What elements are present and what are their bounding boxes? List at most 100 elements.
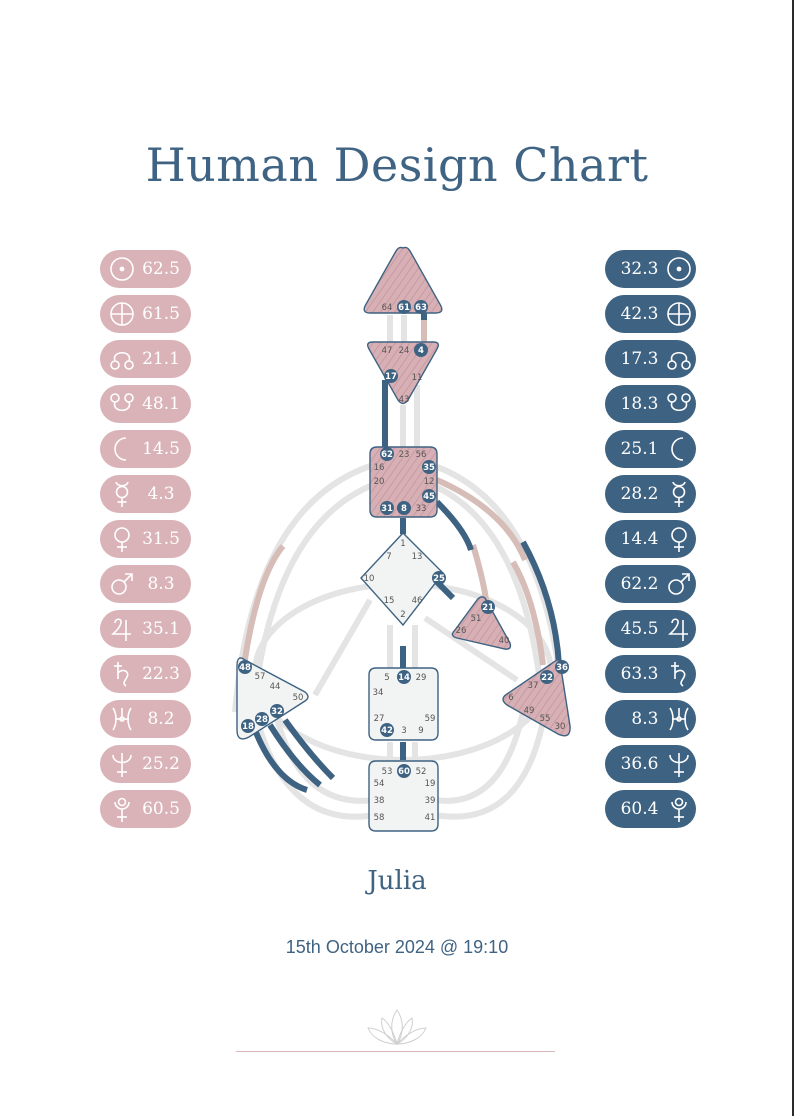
- design-planet-north-node: 21.1: [100, 340, 191, 378]
- center-head: 64 61 63: [363, 246, 443, 314]
- center-shape: [236, 657, 309, 740]
- gate-number: 39: [425, 796, 436, 806]
- gate-number: 33: [416, 504, 427, 514]
- gate-number: 4: [418, 346, 424, 356]
- gate-number: 20: [374, 477, 385, 487]
- south-node-icon: [105, 387, 139, 421]
- gate-badge: [414, 343, 428, 357]
- gate-number: 55: [540, 714, 551, 724]
- earth-icon: [662, 297, 696, 331]
- channel-design-right-1: [435, 477, 528, 562]
- gate-number: 48: [239, 663, 251, 673]
- gate-number: 13: [412, 552, 423, 562]
- gate-number: 60: [398, 767, 410, 777]
- center-shape: [368, 667, 439, 741]
- uranus-icon: [662, 702, 696, 736]
- planet-gate-value: 61.5: [142, 304, 180, 324]
- gate-number: 17: [385, 372, 397, 382]
- gate-number: 16: [374, 463, 385, 473]
- planet-gate-value: 48.1: [142, 394, 180, 414]
- planet-gate-value: 36.6: [620, 754, 659, 774]
- gate-number: 50: [293, 693, 304, 703]
- footer-rule: [236, 1051, 555, 1052]
- gate-badge: [555, 660, 569, 674]
- gate-badge: [380, 447, 394, 461]
- gate-number: 3: [401, 726, 406, 736]
- planet-gate-value: 31.5: [142, 529, 180, 549]
- center-shape: [369, 446, 438, 518]
- design-planet-sun: 62.5: [100, 250, 191, 288]
- planet-gate-value: 42.3: [620, 304, 659, 324]
- channel-pers-throat-ego: [434, 499, 474, 551]
- gate-number: 62: [381, 450, 393, 460]
- gate-number: 26: [456, 626, 467, 636]
- saturn-icon: [662, 657, 696, 691]
- center-shape: [366, 341, 440, 405]
- gate-number: 59: [425, 714, 436, 724]
- moon-icon: [662, 432, 696, 466]
- gate-badge: [238, 660, 252, 674]
- gate-number: 27: [374, 714, 385, 724]
- gate-number: 25: [433, 574, 445, 584]
- gate-badge: [397, 300, 411, 314]
- planet-gate-value: 62.5: [142, 259, 180, 279]
- planet-gate-value: 8.2: [147, 709, 175, 729]
- channel-arc-lower-right-1: [434, 709, 548, 820]
- page-title: Human Design Chart: [145, 138, 649, 192]
- design-planet-saturn: 22.3: [100, 655, 191, 693]
- personality-planet-neptune: 36.6: [605, 745, 696, 783]
- south-node-icon: [662, 387, 696, 421]
- gate-number: 34: [373, 688, 384, 698]
- design-channels: [239, 318, 546, 681]
- channel-g-sp: [423, 615, 519, 683]
- planet-gate-value: 35.1: [142, 619, 180, 639]
- gate-number: 36: [556, 663, 568, 673]
- gate-number: 31: [381, 504, 393, 514]
- gate-badge: [380, 501, 394, 515]
- gate-number: 53: [382, 767, 393, 777]
- gate-number: 32: [271, 707, 283, 717]
- gate-badge: [540, 670, 554, 684]
- gate-number: 58: [374, 813, 385, 823]
- gate-number: 28: [256, 715, 268, 725]
- planet-gate-value: 60.5: [142, 799, 180, 819]
- gate-number: 42: [381, 726, 393, 736]
- gate-badge: [397, 764, 411, 778]
- sun-icon: [662, 252, 696, 286]
- gate-number: 43: [399, 395, 410, 405]
- gate-number: 37: [528, 681, 539, 691]
- personality-planet-mars: 62.2: [605, 565, 696, 603]
- gate-number: 35: [423, 463, 435, 473]
- design-planet-mars: 8.3: [100, 565, 191, 603]
- planet-gate-value: 17.3: [620, 349, 659, 369]
- mercury-icon: [105, 477, 139, 511]
- gate-number: 47: [382, 346, 393, 356]
- personality-planet-south-node: 18.3: [605, 385, 696, 423]
- gate-badge: [422, 460, 436, 474]
- sun-icon: [105, 252, 139, 286]
- neptune-icon: [662, 747, 696, 781]
- gate-number: 6: [508, 693, 513, 703]
- venus-icon: [662, 522, 696, 556]
- channel-spleen-g: [312, 598, 373, 697]
- inactive-channels: [232, 315, 566, 820]
- gate-number: 24: [399, 346, 410, 356]
- center-sacral: 5 14 29 34 27 59 42 3 9: [368, 667, 439, 741]
- saturn-icon: [105, 657, 139, 691]
- planet-gate-value: 63.3: [620, 664, 659, 684]
- planet-gate-value: 14.5: [142, 439, 180, 459]
- venus-icon: [105, 522, 139, 556]
- personality-column: 32.3 42.3 17.3 18.3 25.1 28.2 14.4 62.2 45.5 63.3…: [605, 250, 696, 835]
- planet-gate-value: 28.2: [620, 484, 659, 504]
- personality-channels: [252, 302, 562, 793]
- planet-gate-value: 60.4: [620, 799, 659, 819]
- gate-badge: [241, 719, 255, 733]
- gate-number: 63: [415, 303, 427, 313]
- gate-number: 9: [418, 726, 423, 736]
- personality-planet-mercury: 28.2: [605, 475, 696, 513]
- channel-arc-lower-left-1: [252, 711, 376, 820]
- gate-number: 7: [386, 552, 391, 562]
- gate-number: 52: [416, 767, 427, 777]
